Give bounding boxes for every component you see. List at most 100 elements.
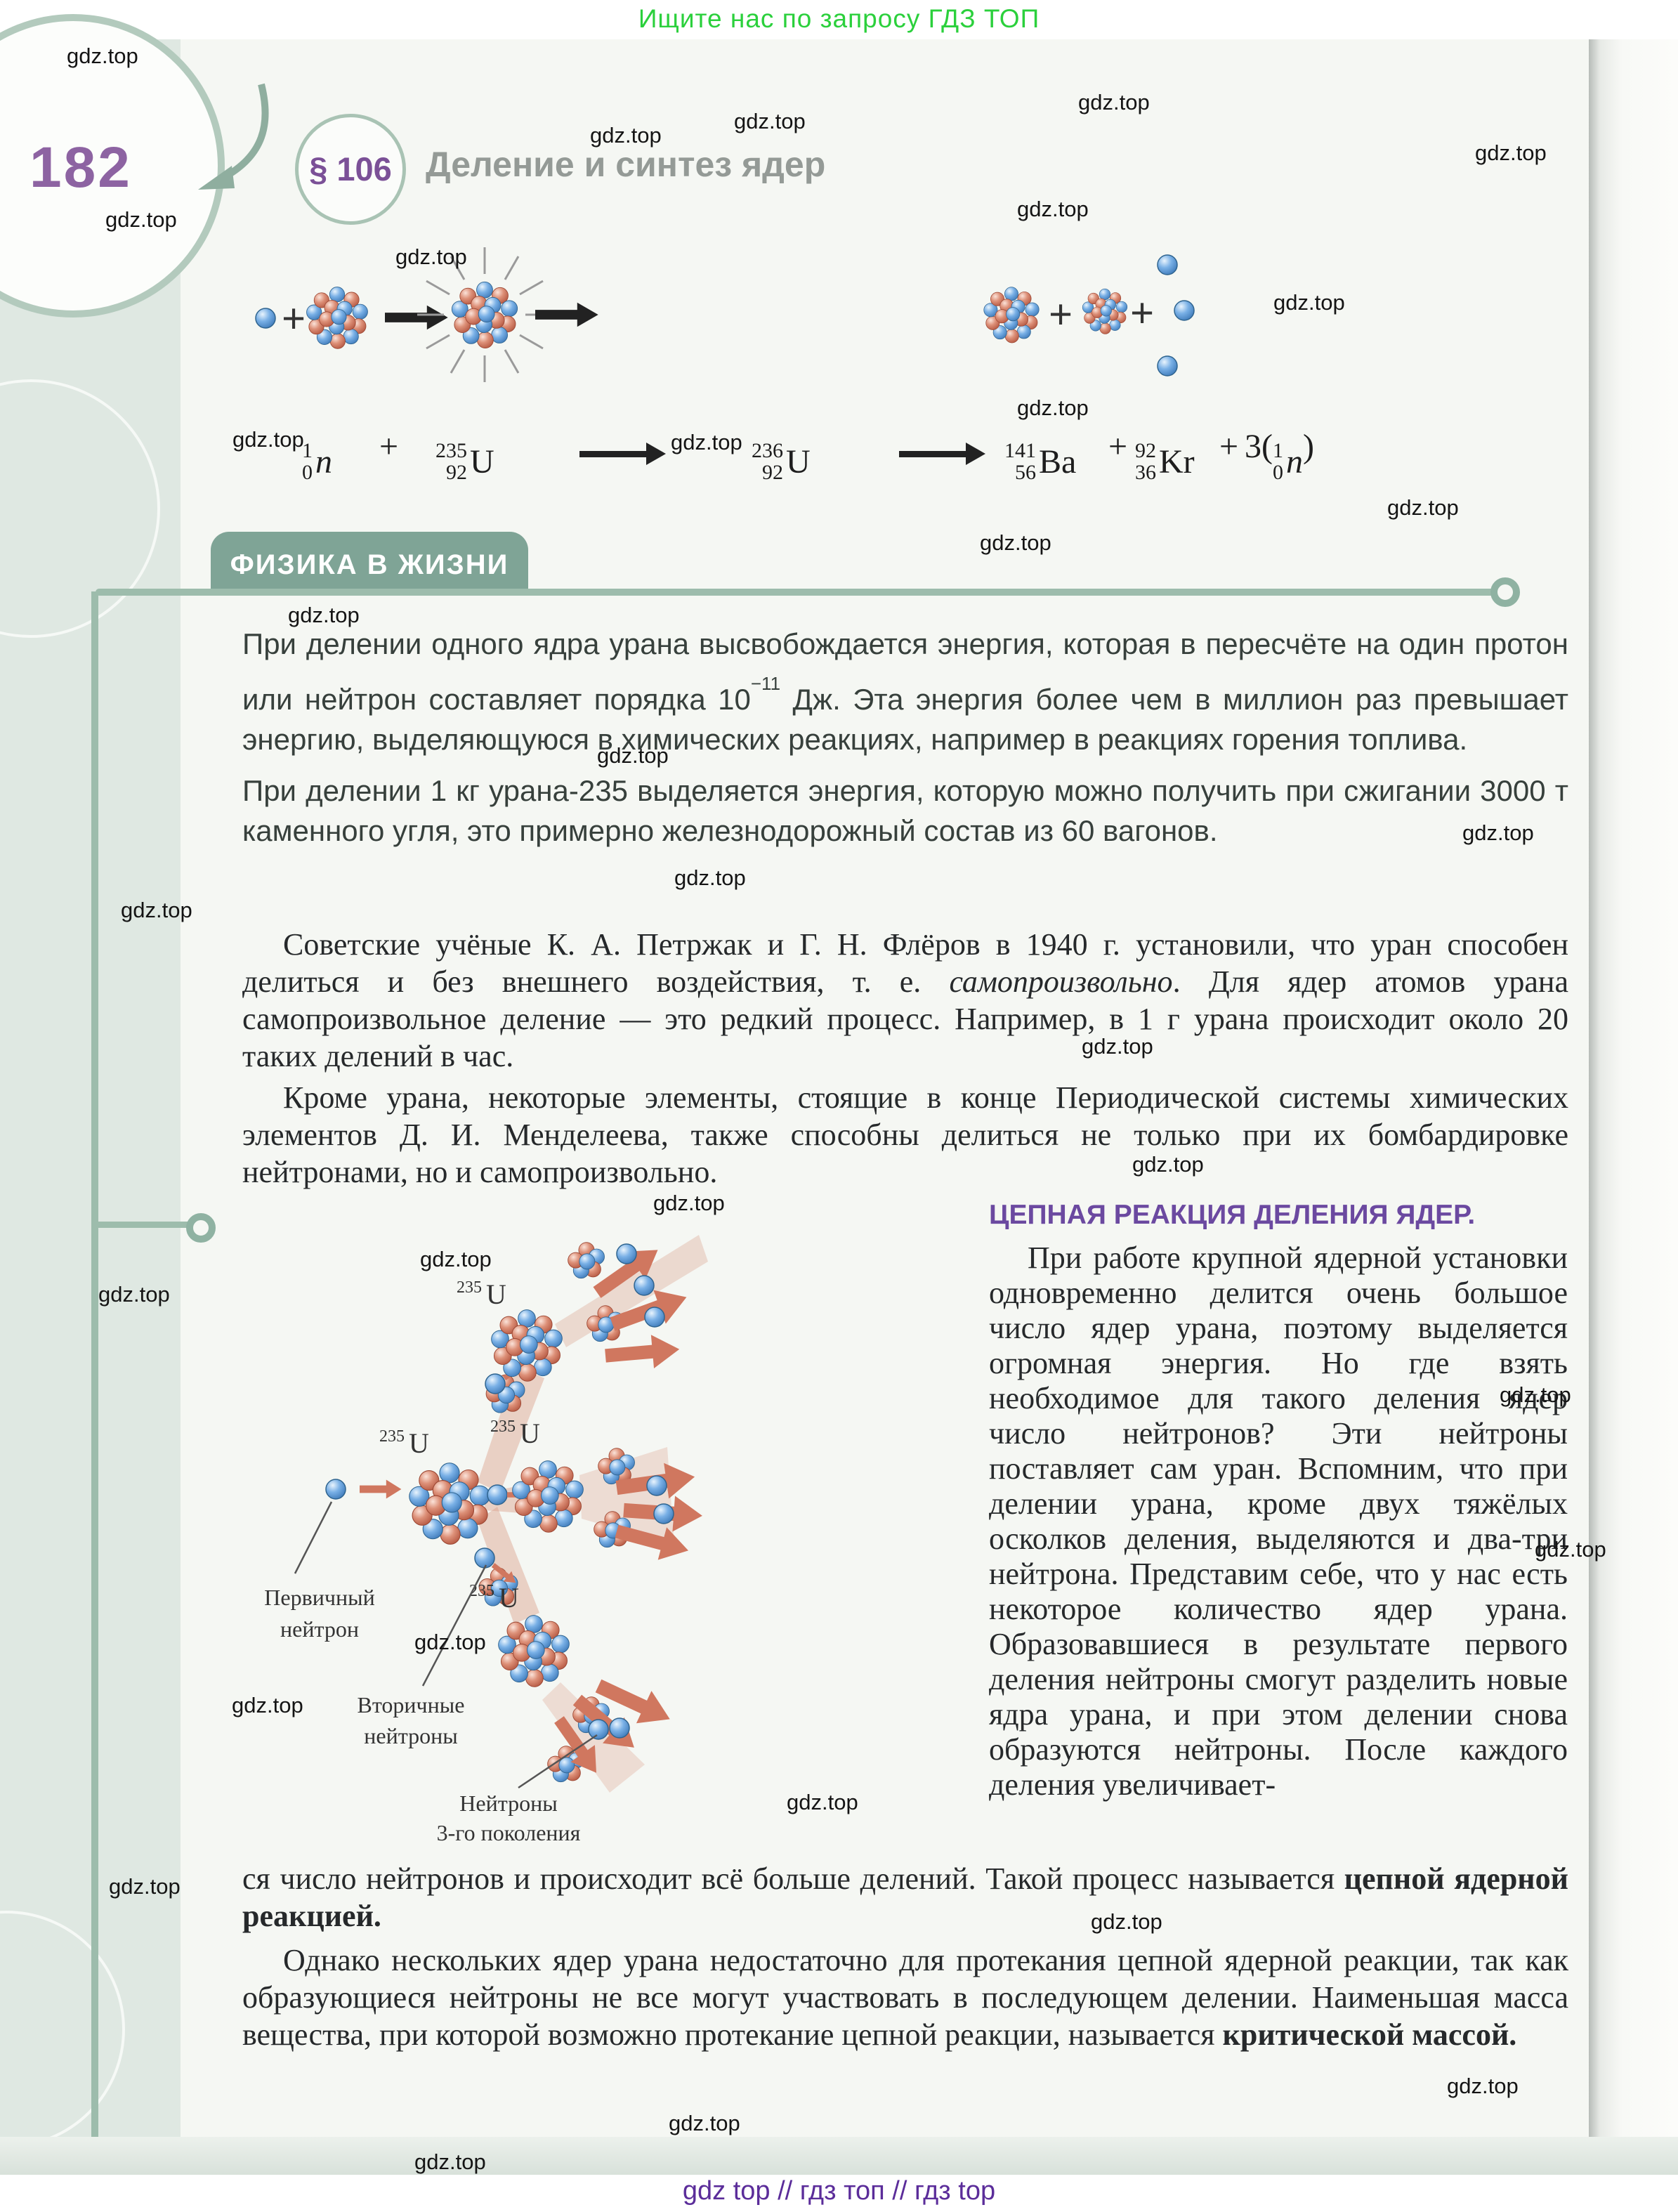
secondary-neutrons-label: нейтроны (364, 1723, 457, 1748)
watermark-text: gdz.top (1475, 140, 1547, 165)
fission-figure: + + + (255, 246, 1195, 384)
element-symbol: U (470, 443, 494, 480)
coefficient: 3( (1245, 428, 1273, 465)
rule-end-ring (186, 1213, 216, 1243)
salmon-arrow-icon (360, 1479, 402, 1499)
element-symbol: Kr (1159, 443, 1195, 480)
paragraph: Однако нескольких ядер урана недостаточн… (242, 1942, 1568, 2053)
uranium-nucleus (492, 1310, 563, 1382)
mass-number: 141 (1004, 439, 1036, 462)
footer-watermark: gdz top // гдз топ // гдз top (682, 2176, 996, 2206)
exponent: −11 (750, 673, 781, 694)
watermark-text: gdz.top (1082, 1034, 1153, 1059)
curved-arrow-icon (198, 83, 269, 190)
pointer-line (518, 1734, 598, 1789)
barium-nucleus (984, 287, 1039, 343)
text-run: Дж. Эта энергия более чем в миллион раз … (242, 683, 1568, 756)
neutron-sphere (634, 1275, 655, 1296)
text-run: Однако нескольких ядер урана недостаточн… (242, 1943, 1568, 2052)
left-margin-strip (0, 39, 181, 2138)
gen3-neutrons-label: Нейтроны (459, 1791, 557, 1816)
bottom-text: ся число нейтронов и происходит всё боль… (242, 1860, 1568, 2060)
watermark-text: gdz.top (1017, 395, 1089, 420)
section-heading: ЦЕПНАЯ РЕАКЦИЯ ДЕЛЕНИЯ ЯДЕР. (989, 1200, 1476, 1230)
neutron-sphere (255, 308, 276, 329)
text-run: . Для ядер атомов урана самопроизвольное… (242, 964, 1568, 1073)
plus-sign: + (1130, 290, 1154, 336)
watermark-text: gdz.top (232, 1693, 303, 1717)
primary-neutron-sphere (325, 1479, 346, 1500)
mass-number: 1 (302, 439, 313, 462)
watermark-text: gdz.top (109, 1874, 181, 1899)
gen3-neutrons-label: 3-го поколения (437, 1820, 581, 1845)
neutron-sphere (588, 1719, 609, 1740)
uranium-nucleus (409, 1463, 490, 1545)
mass-number: 235 (379, 1427, 405, 1446)
element-symbol: n (1285, 443, 1303, 480)
element-symbol: U (486, 1278, 506, 1310)
charge-number: 56 (1015, 461, 1036, 484)
chain-reaction-diagram: 235 U 235 U 235 U 235 U Первичный нейтро… (264, 1235, 708, 1845)
page-title: Деление и синтез ядер (426, 145, 826, 184)
watermark-text: gdz.top (420, 1247, 492, 1271)
charge-number: 92 (446, 461, 467, 484)
physics-in-life-tab: ФИЗИКА В ЖИЗНИ (211, 532, 528, 595)
page-number: 182 (30, 136, 132, 199)
element-symbol: n (315, 443, 332, 480)
paragraph: ся число нейтронов и происходит всё боль… (242, 1860, 1568, 1935)
pointer-line (421, 1564, 487, 1687)
charge-number: 0 (302, 461, 313, 484)
plus-sign: + (379, 428, 399, 465)
section-rule-bottom (95, 1222, 193, 1228)
u235-label: 235 U (490, 1418, 540, 1449)
neutron-sphere (1174, 300, 1195, 321)
watermark-text: gdz.top (1447, 2074, 1519, 2098)
watermark-text: gdz.top (1017, 197, 1089, 221)
watermark-text: gdz.top (1535, 1537, 1606, 1562)
watermark-text: gdz.top (590, 123, 662, 148)
element-symbol: U (520, 1418, 540, 1449)
bold-term: цепной ядерной реакцией. (242, 1861, 1568, 1933)
watermark-text: gdz.top (121, 898, 192, 922)
fission-fragment (568, 1243, 605, 1278)
watermark-text: gdz.top (414, 2149, 486, 2174)
bold-term: критической массой. (1222, 2017, 1517, 2052)
primary-neutron-label: нейтрон (280, 1616, 359, 1642)
section-rule-top (96, 589, 1499, 596)
neutron-sphere (1157, 355, 1178, 377)
watermark-text: gdz.top (98, 1282, 170, 1307)
primary-neutron-label: Первичный (264, 1585, 374, 1610)
neutron-sphere (644, 1307, 665, 1328)
rule-end-ring (1490, 577, 1520, 607)
uranium-nucleus (307, 287, 368, 349)
book-spine-shadow (1589, 39, 1678, 2138)
reaction-arrow (899, 443, 985, 465)
watermark-text: gdz.top (787, 1790, 858, 1814)
neutron-sphere (609, 1717, 630, 1739)
u235-label: 235 U (457, 1278, 506, 1310)
u235-label: 235 U (469, 1582, 519, 1614)
tab-label: ФИЗИКА В ЖИЗНИ (230, 549, 509, 580)
fission-fragment (598, 1448, 635, 1484)
uranium-nucleus (499, 1616, 570, 1687)
page-bottom-edge (0, 2137, 1678, 2175)
plus-sign: + (1049, 292, 1073, 337)
plus-sign: + (1108, 428, 1128, 465)
watermark-text: gdz.top (1387, 495, 1459, 520)
watermark-text: gdz.top (669, 2111, 740, 2135)
mass-number: 235 (457, 1278, 482, 1297)
neutron-sphere (1157, 254, 1178, 275)
nuclide-ba: 141 56 Ba (1004, 427, 1076, 483)
watermark-text: gdz.top (1273, 290, 1345, 315)
watermark-text: gdz.top (674, 865, 746, 890)
bracket: ) (1302, 428, 1314, 465)
watermark-text: gdz.top (734, 109, 806, 133)
watermark-text: gdz.top (395, 244, 467, 269)
chain-reaction-section: ЦЕПНАЯ РЕАКЦИЯ ДЕЛЕНИЯ ЯДЕР. При работе … (989, 1200, 1568, 1802)
watermark-text: gdz.top (653, 1191, 725, 1215)
element-symbol: U (786, 443, 811, 480)
nuclide-u236: 236 92 U (752, 427, 811, 483)
watermark-text: gdz.top (1462, 820, 1534, 845)
